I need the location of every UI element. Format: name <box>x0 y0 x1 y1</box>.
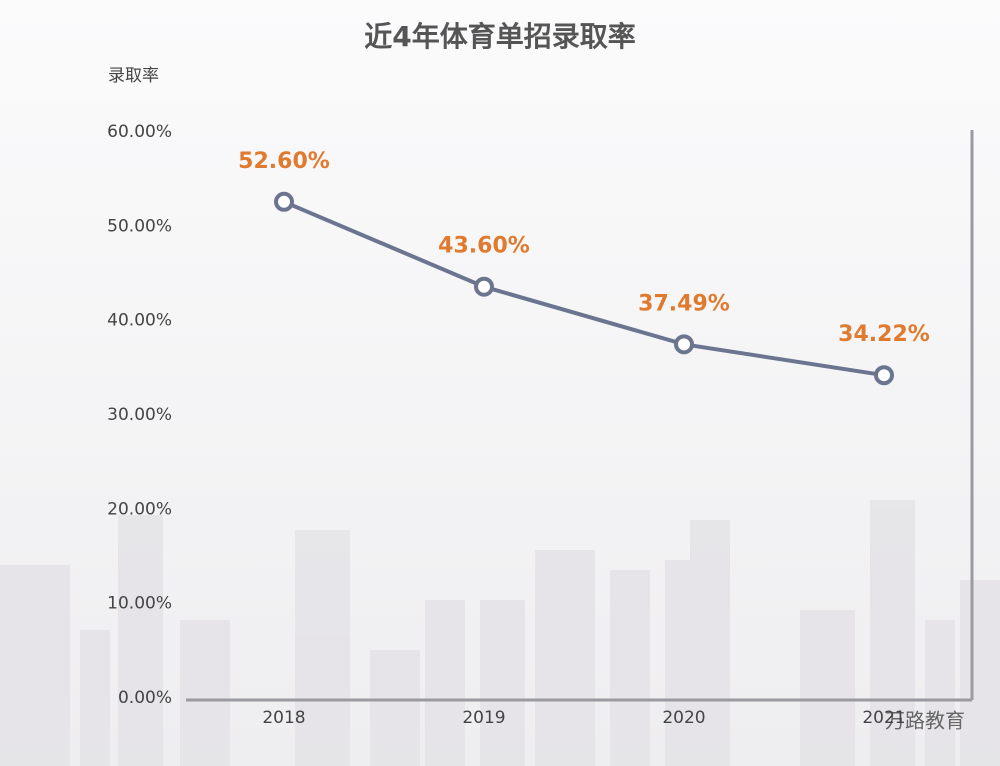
y-tick-label: 20.00% <box>107 499 172 519</box>
y-tick-label: 60.00% <box>107 122 172 142</box>
x-tick-label: 2021 <box>862 708 905 728</box>
y-tick-label: 30.00% <box>107 405 172 425</box>
x-tick-label: 2019 <box>462 708 505 728</box>
y-tick-label: 10.00% <box>107 594 172 614</box>
data-label: 37.49% <box>638 291 730 316</box>
data-label: 52.60% <box>238 149 330 174</box>
point <box>474 276 494 297</box>
data-label: 34.22% <box>838 322 930 347</box>
x-tick-label: 2020 <box>662 708 705 728</box>
data-label: 43.60% <box>438 234 530 259</box>
y-axis-label: 录取率 <box>108 66 159 86</box>
y-tick-label: 50.00% <box>107 216 172 236</box>
point <box>874 365 894 386</box>
y-tick-label: 0.00% <box>118 688 172 708</box>
line <box>283 199 885 378</box>
watermark: 万路教育 <box>885 709 965 733</box>
y-tick-label: 40.00% <box>107 311 172 331</box>
point <box>274 191 294 212</box>
x-tick-label: 2018 <box>262 708 305 728</box>
skyline <box>0 500 1000 766</box>
point <box>674 334 694 355</box>
chart-title: 近4年体育单招录取率 <box>364 20 635 53</box>
